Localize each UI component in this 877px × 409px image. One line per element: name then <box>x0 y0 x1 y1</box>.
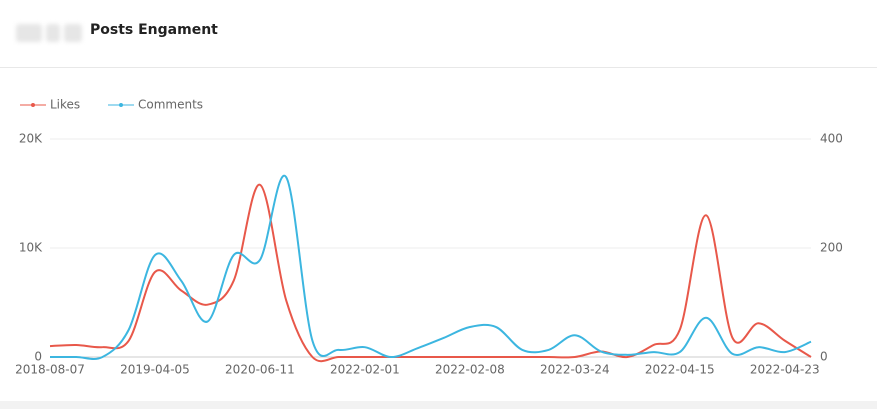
legend-dot <box>31 103 35 107</box>
chart: 0 10K 20K 0 200 400 2018-08-07 2019-04-05 2020-0… <box>15 98 843 377</box>
y2-tick-label: 400 <box>820 132 843 146</box>
x-tick-label: 2022-03-24 <box>540 363 610 377</box>
blurred-logo <box>16 24 86 42</box>
legend-label: Likes <box>50 98 80 112</box>
x-tick-label: 2022-02-08 <box>435 363 505 377</box>
x-tick-label: 2019-04-05 <box>120 363 190 377</box>
y-tick-label: 20K <box>19 132 43 146</box>
x-tick-label: 2020-06-11 <box>225 363 295 377</box>
y-tick-label: 10K <box>19 241 43 255</box>
x-tick-label: 2018-08-07 <box>15 363 85 377</box>
legend-dot <box>119 103 123 107</box>
line <box>50 174 812 360</box>
card-header: Posts Engament <box>0 0 877 68</box>
legend-label: Comments <box>138 98 203 112</box>
x-tick-label: 2022-04-15 <box>645 363 715 377</box>
x-tick-label: 2022-04-23 <box>750 363 820 377</box>
footer-strip <box>0 401 877 409</box>
line <box>49 183 812 363</box>
y2-tick-label: 200 <box>820 241 843 255</box>
card-title: Posts Engament <box>90 22 218 38</box>
y-tick-label: 0 <box>34 350 42 364</box>
x-tick-label: 2022-02-01 <box>330 363 400 377</box>
y2-tick-label: 0 <box>820 350 828 364</box>
